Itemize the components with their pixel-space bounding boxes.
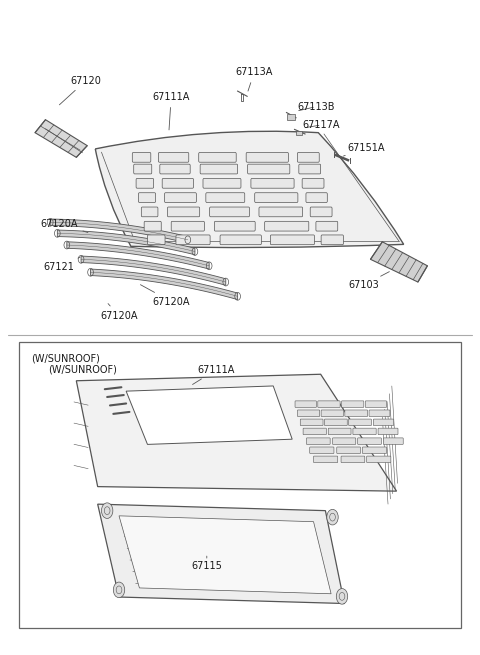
- Text: 67120: 67120: [60, 76, 101, 105]
- FancyBboxPatch shape: [206, 193, 245, 202]
- Polygon shape: [81, 256, 226, 286]
- FancyBboxPatch shape: [300, 419, 323, 426]
- Circle shape: [113, 582, 125, 597]
- FancyBboxPatch shape: [136, 178, 154, 188]
- Circle shape: [327, 510, 338, 525]
- FancyBboxPatch shape: [298, 153, 319, 162]
- FancyBboxPatch shape: [353, 428, 376, 435]
- FancyBboxPatch shape: [313, 456, 338, 462]
- FancyBboxPatch shape: [199, 153, 236, 162]
- FancyBboxPatch shape: [200, 164, 238, 174]
- Text: 67113A: 67113A: [236, 67, 273, 91]
- FancyBboxPatch shape: [358, 438, 382, 444]
- FancyBboxPatch shape: [144, 221, 161, 231]
- FancyBboxPatch shape: [147, 235, 165, 245]
- Text: 67111A: 67111A: [192, 365, 235, 384]
- FancyBboxPatch shape: [162, 178, 193, 188]
- FancyBboxPatch shape: [316, 221, 338, 231]
- FancyBboxPatch shape: [248, 164, 290, 174]
- FancyBboxPatch shape: [134, 164, 152, 174]
- Polygon shape: [126, 386, 292, 444]
- FancyBboxPatch shape: [342, 401, 364, 407]
- FancyBboxPatch shape: [168, 207, 200, 217]
- FancyBboxPatch shape: [367, 456, 391, 462]
- FancyBboxPatch shape: [345, 410, 368, 417]
- FancyBboxPatch shape: [132, 153, 151, 162]
- FancyBboxPatch shape: [362, 447, 386, 453]
- Polygon shape: [50, 219, 188, 243]
- PathPatch shape: [96, 131, 404, 248]
- FancyBboxPatch shape: [270, 235, 314, 245]
- Text: 67120A: 67120A: [100, 303, 138, 321]
- FancyBboxPatch shape: [324, 419, 347, 426]
- FancyBboxPatch shape: [365, 401, 386, 407]
- FancyBboxPatch shape: [348, 419, 372, 426]
- FancyBboxPatch shape: [310, 207, 332, 217]
- FancyBboxPatch shape: [246, 153, 288, 162]
- Text: 67113B: 67113B: [297, 102, 335, 112]
- Text: 67120A: 67120A: [40, 219, 88, 233]
- FancyBboxPatch shape: [295, 401, 316, 407]
- Text: 67121: 67121: [43, 257, 80, 272]
- FancyBboxPatch shape: [160, 164, 190, 174]
- Text: (W/SUNROOF): (W/SUNROOF): [31, 354, 100, 364]
- FancyBboxPatch shape: [302, 178, 324, 188]
- Circle shape: [336, 589, 348, 604]
- FancyBboxPatch shape: [310, 447, 334, 453]
- Text: 67151A: 67151A: [343, 143, 385, 156]
- Bar: [288, 115, 295, 121]
- FancyBboxPatch shape: [259, 207, 302, 217]
- Text: (W/SUNROOF): (W/SUNROOF): [48, 365, 117, 375]
- FancyBboxPatch shape: [251, 178, 294, 188]
- Polygon shape: [67, 242, 209, 269]
- FancyBboxPatch shape: [303, 428, 326, 435]
- FancyBboxPatch shape: [176, 235, 210, 245]
- Text: 67115: 67115: [192, 556, 222, 571]
- FancyBboxPatch shape: [299, 164, 321, 174]
- FancyBboxPatch shape: [373, 419, 394, 426]
- FancyBboxPatch shape: [321, 410, 343, 417]
- FancyBboxPatch shape: [378, 428, 398, 435]
- FancyBboxPatch shape: [264, 221, 309, 231]
- FancyBboxPatch shape: [138, 193, 156, 202]
- FancyBboxPatch shape: [210, 207, 250, 217]
- FancyBboxPatch shape: [321, 235, 343, 245]
- FancyBboxPatch shape: [384, 438, 403, 444]
- FancyBboxPatch shape: [171, 221, 204, 231]
- Text: 67103: 67103: [348, 272, 389, 290]
- FancyBboxPatch shape: [298, 410, 320, 417]
- Bar: [296, 131, 301, 136]
- FancyBboxPatch shape: [141, 207, 158, 217]
- FancyBboxPatch shape: [318, 401, 340, 407]
- FancyBboxPatch shape: [341, 456, 365, 462]
- FancyBboxPatch shape: [337, 447, 360, 453]
- Text: 67120A: 67120A: [141, 285, 190, 307]
- FancyBboxPatch shape: [215, 221, 255, 231]
- FancyBboxPatch shape: [158, 153, 189, 162]
- FancyBboxPatch shape: [203, 178, 241, 188]
- Text: 67117A: 67117A: [303, 120, 340, 130]
- FancyBboxPatch shape: [165, 193, 196, 202]
- FancyBboxPatch shape: [369, 410, 390, 417]
- Circle shape: [101, 503, 113, 519]
- Text: 67111A: 67111A: [153, 92, 190, 130]
- Polygon shape: [76, 374, 396, 491]
- Polygon shape: [35, 120, 87, 157]
- FancyBboxPatch shape: [255, 193, 298, 202]
- FancyBboxPatch shape: [306, 438, 330, 444]
- FancyBboxPatch shape: [328, 428, 351, 435]
- Bar: [19, 342, 461, 627]
- FancyBboxPatch shape: [220, 235, 261, 245]
- Polygon shape: [97, 504, 344, 603]
- FancyBboxPatch shape: [306, 193, 327, 202]
- Polygon shape: [91, 269, 238, 299]
- Polygon shape: [119, 516, 331, 594]
- Polygon shape: [371, 242, 427, 282]
- FancyBboxPatch shape: [333, 438, 356, 444]
- Polygon shape: [57, 230, 195, 255]
